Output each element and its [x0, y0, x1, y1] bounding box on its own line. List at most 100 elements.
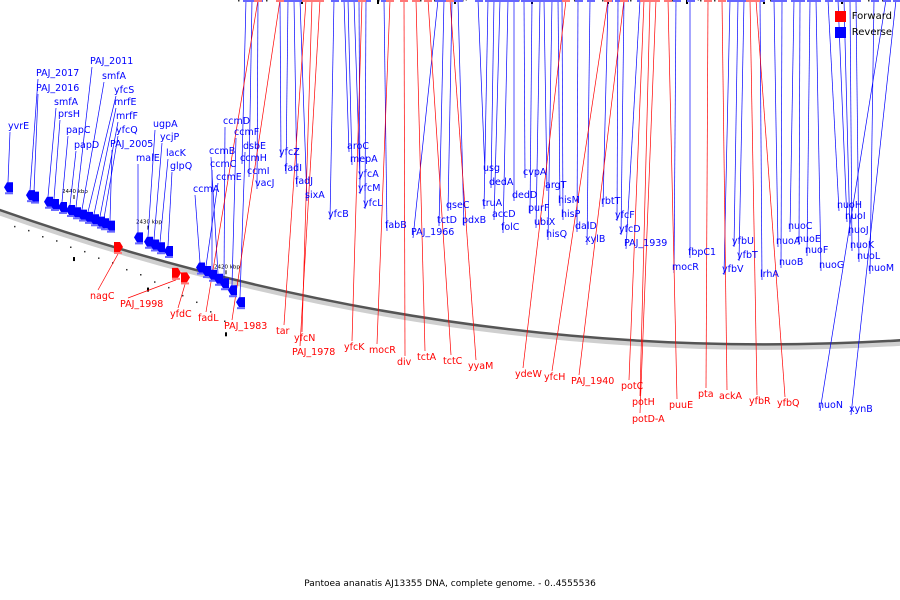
reverse-gene-shadow: [51, 208, 59, 211]
reverse-gene-label: sixA: [305, 190, 325, 201]
reverse-label-connector: [248, 0, 253, 178]
reverse-gene-label: yfcZ: [279, 147, 300, 158]
reverse-label-connector: [789, 0, 795, 233]
reverse-gene-shadow: [549, 0, 557, 2]
reverse-gene-label: dalD: [575, 221, 597, 232]
reverse-label-connector: [438, 0, 445, 227]
reverse-gene-label: nuoJ: [848, 225, 869, 236]
forward-gene-shadow: [276, 0, 284, 2]
reverse-label-connector: [457, 0, 465, 227]
reverse-gene-shadow: [381, 0, 389, 2]
reverse-gene-shadow: [575, 0, 583, 2]
forward-gene-shadow: [412, 0, 420, 2]
reverse-label-connector: [87, 95, 117, 212]
forward-gene-label: puuE: [669, 400, 693, 411]
reverse-gene-label: PAJ_1939: [624, 238, 667, 249]
reverse-gene-shadow: [485, 0, 493, 2]
reverse-gene-arrow: [214, 273, 223, 284]
forward-label-connector: [551, 0, 609, 372]
reverse-gene-shadow: [31, 201, 39, 204]
forward-gene-arrow: [181, 272, 190, 283]
reverse-gene-shadow: [893, 0, 900, 2]
track-dot: [238, 0, 240, 2]
track-dot: [882, 0, 884, 2]
forward-gene-label: fadL: [198, 313, 219, 324]
forward-label-connector: [628, 0, 645, 381]
reverse-gene-label: nuoI: [845, 211, 866, 222]
forward-gene-shadow: [172, 277, 180, 280]
reverse-gene-label: yfcA: [358, 169, 379, 180]
reverse-gene-label: fadJ: [295, 176, 313, 187]
forward-gene-shadow: [604, 0, 612, 2]
reverse-gene-arrow: [220, 278, 229, 289]
reverse-gene-label: ccmF: [234, 127, 259, 138]
forward-label-connector: [449, 0, 477, 361]
reverse-label-connector: [625, 0, 641, 250]
legend-label-forward: Forward: [851, 10, 892, 22]
forward-gene-label: yyaM: [468, 361, 493, 372]
track-dot: [700, 0, 702, 2]
forward-gene-shadow: [640, 0, 648, 2]
track-dot: [182, 294, 184, 297]
forward-gene-label: yfbR: [749, 396, 771, 407]
forward-gene-label: nagC: [90, 291, 115, 302]
reverse-gene-shadow: [771, 0, 779, 2]
reverse-label-connector: [147, 129, 156, 237]
track-dot: [266, 0, 268, 2]
forward-gene-label: potH: [632, 397, 655, 408]
reverse-gene-shadow: [883, 0, 891, 2]
reverse-gene-label: ycjP: [160, 132, 179, 143]
reverse-gene-shadow: [435, 0, 443, 2]
reverse-gene-label: nuoF: [805, 245, 828, 256]
reverse-gene-shadow: [291, 0, 299, 2]
forward-gene-label: PAJ_1983: [224, 321, 267, 332]
reverse-gene-label: ccmI: [247, 166, 270, 177]
reverse-label-connector: [806, 0, 811, 257]
reverse-gene-label: ubiX: [534, 217, 556, 228]
track-dot: [126, 268, 128, 271]
forward-gene-label: yfbQ: [777, 398, 799, 409]
reverse-gene-label: mepA: [350, 154, 378, 165]
reverse-gene-label: xynB: [849, 404, 873, 415]
reverse-gene-label: nuoM: [868, 263, 894, 274]
reverse-gene-label: mrfE: [114, 97, 137, 108]
reverse-label-connector: [502, 0, 509, 234]
reverse-gene-shadow: [871, 0, 879, 2]
reverse-gene-shadow: [165, 255, 173, 258]
forward-gene-shadow: [446, 0, 454, 2]
forward-gene-shadow: [752, 0, 760, 2]
forward-label-connector: [749, 0, 758, 396]
reverse-label-connector: [29, 78, 39, 191]
reverse-gene-shadow: [491, 0, 499, 2]
reverse-gene-shadow: [297, 0, 305, 2]
track-dot: [868, 0, 870, 2]
reverse-gene-label: yfcD: [619, 224, 641, 235]
forward-gene-label: pta: [698, 389, 714, 400]
reverse-gene-shadow: [73, 217, 81, 220]
scale-tick-label: 2350 kbp: [752, 0, 778, 2]
reverse-gene-shadow: [203, 276, 211, 279]
reverse-gene-label: nuoB: [779, 257, 803, 268]
reverse-gene-label: yfbV: [722, 264, 744, 275]
reverse-gene-label: mrfF: [116, 111, 138, 122]
forward-label-connector: [721, 0, 728, 391]
forward-label-connector: [205, 0, 259, 313]
scale-tick-label: 2400 kbp: [366, 0, 392, 2]
legend-label-reverse: Reverse: [851, 26, 892, 38]
reverse-gene-label: smfA: [102, 71, 127, 82]
reverse-label-connector: [798, 0, 801, 246]
reverse-label-connector: [759, 0, 763, 281]
reverse-gene-shadow: [221, 288, 229, 291]
reverse-gene-label: ccmD: [223, 116, 250, 127]
reverse-label-connector: [7, 131, 11, 183]
reverse-gene-shadow: [727, 0, 735, 2]
reverse-gene-label: dedA: [489, 177, 514, 188]
reverse-gene-label: yfcL: [363, 198, 383, 209]
reverse-gene-label: accD: [492, 209, 516, 220]
reverse-gene-arrow: [164, 245, 173, 256]
legend: Forward Reverse: [834, 8, 892, 40]
reverse-gene-label: papC: [66, 125, 91, 136]
reverse-label-connector: [673, 0, 677, 274]
forward-label-connector: [97, 253, 119, 291]
reverse-label-connector: [780, 0, 783, 269]
